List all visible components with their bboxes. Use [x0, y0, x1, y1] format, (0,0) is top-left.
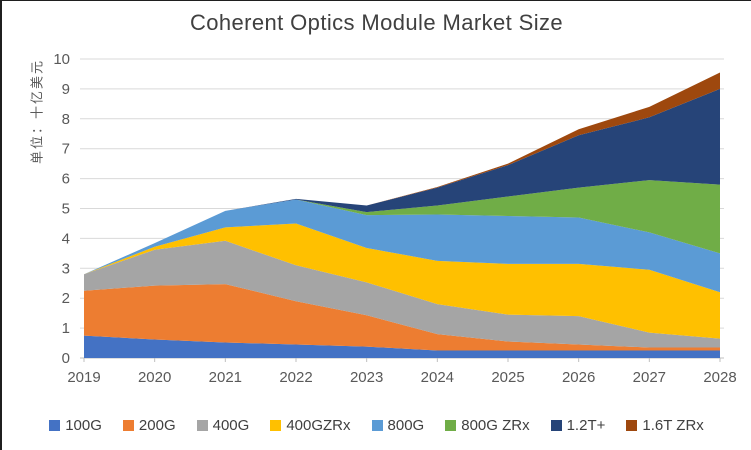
- x-tick-label: 2019: [67, 369, 100, 386]
- legend-swatch: [122, 420, 134, 431]
- y-tick-label: 3: [62, 260, 70, 277]
- legend-swatch: [445, 420, 457, 431]
- legend-item-400gzrx: 400GZRx: [270, 417, 351, 434]
- legend-label: 200G: [138, 417, 176, 434]
- x-tick-label: 2022: [279, 369, 312, 386]
- x-tick-label: 2027: [633, 369, 666, 386]
- legend-label: 800G ZRx: [461, 417, 530, 434]
- legend-label: 800G: [387, 417, 425, 434]
- legend-item-800g-zrx: 800G ZRx: [445, 417, 530, 434]
- area-series-400gzrx: [84, 223, 720, 339]
- x-tick-label: 2023: [350, 369, 383, 386]
- y-tick-label: 1: [62, 320, 70, 337]
- y-tick-label: 0: [62, 350, 70, 367]
- area-series-400g: [84, 240, 720, 348]
- legend-item-1.2t+: 1.2T+: [550, 417, 606, 434]
- legend-swatch: [270, 420, 282, 431]
- y-tick-label: 4: [62, 230, 70, 247]
- legend-swatch: [371, 420, 383, 431]
- y-tick-label: 8: [62, 111, 70, 128]
- legend-swatch: [626, 420, 638, 431]
- area-series-200g: [84, 284, 720, 351]
- y-tick-label: 9: [62, 81, 70, 98]
- y-tick-label: 5: [62, 201, 70, 218]
- x-tick-label: 2024: [421, 369, 454, 386]
- legend-item-1.6t-zrx: 1.6T ZRx: [626, 417, 704, 434]
- y-tick-label: 7: [62, 141, 70, 158]
- legend-swatch: [196, 420, 208, 431]
- x-tick-label: 2028: [703, 369, 736, 386]
- legend-item-400g: 400G: [196, 417, 250, 434]
- legend-item-800g: 800G: [371, 417, 425, 434]
- x-tick-label: 2021: [209, 369, 242, 386]
- legend-item-100g: 100G: [49, 417, 102, 434]
- x-tick-label: 2025: [491, 369, 524, 386]
- chart-title: Coherent Optics Module Market Size: [189, 10, 564, 35]
- legend: 100G 200G 400G 400GZRx 800G 800G ZRx 1.2T+ 1.6T…: [2, 417, 751, 434]
- y-tick-label: 6: [62, 171, 70, 188]
- area-series-800g: [84, 199, 720, 293]
- y-tick-label: 10: [53, 51, 70, 68]
- legend-item-200g: 200G: [122, 417, 176, 434]
- legend-swatch: [49, 420, 61, 431]
- legend-label: 1.6T ZRx: [642, 417, 704, 434]
- area-series-1.2t+: [84, 88, 720, 275]
- x-tick-label: 2026: [562, 369, 595, 386]
- area-series-800g-zrx: [84, 180, 720, 275]
- x-tick-label: 2020: [138, 369, 171, 386]
- legend-label: 400G: [212, 417, 250, 434]
- area-series-100g: [84, 335, 720, 358]
- legend-label: 100G: [65, 417, 102, 434]
- legend-swatch: [550, 420, 562, 431]
- y-tick-label: 2: [62, 290, 70, 307]
- legend-label: 400GZRx: [286, 417, 351, 434]
- legend-label: 1.2T+: [566, 417, 606, 434]
